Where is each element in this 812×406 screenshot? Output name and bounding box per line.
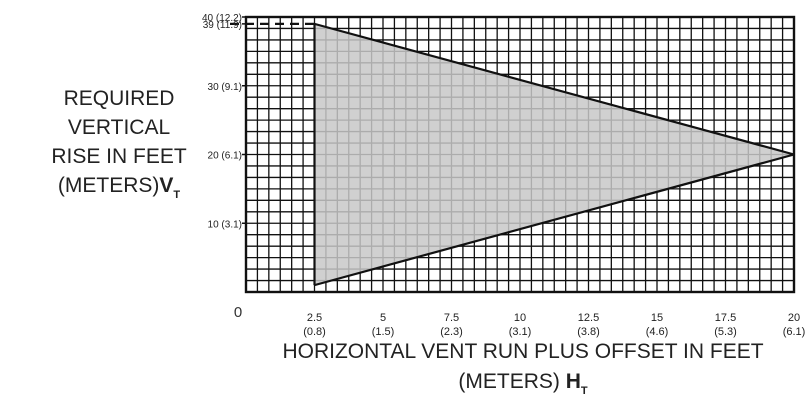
- x-axis-label-line: HORIZONTAL VENT RUN PLUS OFFSET IN FEET: [282, 340, 764, 363]
- x-tick-label: 20: [788, 312, 800, 324]
- y-axis-label-line: VERTICAL: [67, 116, 171, 139]
- x-tick-metric-label: (5.3): [714, 326, 737, 338]
- chart-region-layer: [313, 22, 795, 287]
- y-axis-symbol-subscript: T: [173, 189, 181, 201]
- x-tick-metric-label: (6.1): [783, 326, 806, 338]
- x-axis-label-units: (METERS): [458, 370, 566, 393]
- x-axis-label-line-2: (METERS) HT: [236, 367, 810, 406]
- x-tick-label: 7.5: [444, 312, 459, 324]
- region-lower-boundary: [314, 153, 795, 287]
- x-tick-metric-label: (3.8): [577, 326, 600, 338]
- x-tick-label: 12.5: [578, 312, 599, 324]
- x-axis-label: HORIZONTAL VENT RUN PLUS OFFSET IN FEET …: [236, 337, 810, 406]
- x-tick-label: 15: [651, 312, 663, 324]
- x-tick-label: 17.5: [715, 312, 736, 324]
- origin-label: 0: [234, 304, 242, 321]
- allowable-region-fill: [314, 23, 794, 286]
- y-tick-label: 40 (12.2): [202, 13, 242, 24]
- y-axis-symbol: V: [159, 174, 174, 197]
- y-tick-label: 30 (9.1): [208, 82, 242, 93]
- y-tick-label: 20 (6.1): [208, 151, 242, 162]
- x-tick-label: 10: [514, 312, 526, 324]
- x-tick-label: 2.5: [307, 312, 322, 324]
- x-tick-metric-label: (4.6): [646, 326, 669, 338]
- y-axis-label: REQUIRED VERTICAL RISE IN FEET (METERS)V…: [0, 84, 238, 210]
- x-tick-metric-label: (1.5): [372, 326, 395, 338]
- y-tick-label: 10 (3.1): [208, 219, 242, 230]
- x-axis-symbol: H: [565, 370, 581, 393]
- x-tick-metric-label: (2.3): [440, 326, 463, 338]
- x-tick-label: 5: [380, 312, 386, 324]
- tick-label-layer: 10 (3.1) 20 (6.1) 30 (9.1) 39 (11.9)40 (12.…: [202, 13, 805, 338]
- y-axis-label-line-4: (METERS)VT: [0, 171, 238, 210]
- y-axis-label-line: RISE IN FEET: [51, 145, 187, 168]
- y-axis-label-units: (METERS): [57, 174, 160, 197]
- x-axis-symbol-subscript: T: [580, 385, 588, 397]
- x-tick-metric-label: (0.8): [303, 326, 326, 338]
- y-axis-label-line: REQUIRED: [63, 87, 175, 110]
- y-tick-label: 39 (11.9): [203, 20, 242, 31]
- x-tick-metric-label: (3.1): [509, 326, 532, 338]
- region-upper-boundary: [314, 22, 795, 156]
